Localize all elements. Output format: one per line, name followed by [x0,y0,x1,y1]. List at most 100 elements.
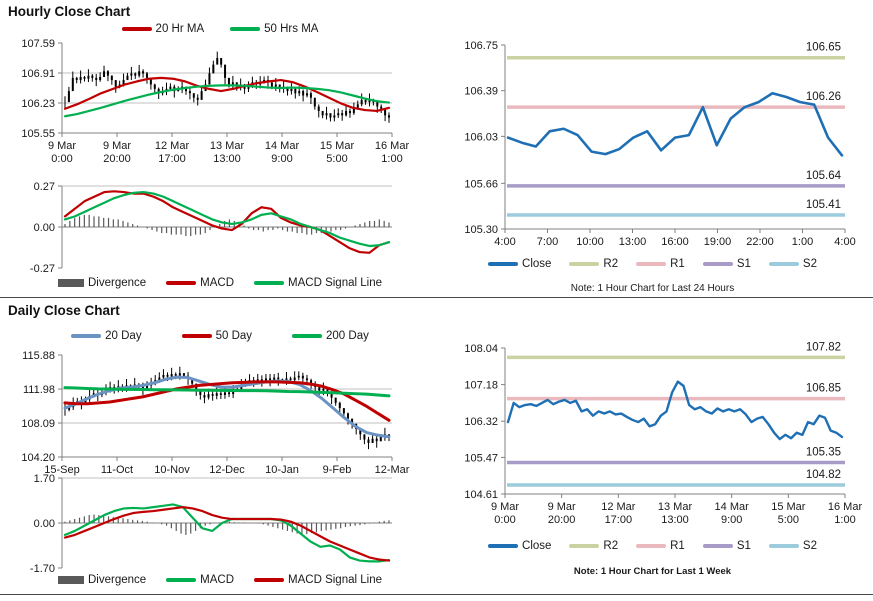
line-swatch-icon [181,334,212,338]
legend-item-close: Close [488,540,551,552]
legend-item-divergence: Divergence [57,574,147,586]
svg-text:-1.70: -1.70 [30,563,55,572]
line-swatch-icon [166,578,197,582]
line-swatch-icon [254,578,285,582]
bar-swatch-icon [57,279,84,287]
legend-label: 20 Hr MA [155,23,205,35]
line-swatch-icon [768,544,799,548]
legend-item-20day: 20 Day [71,330,142,342]
legend-item-r2: R2 [569,540,618,552]
daily-price-legend: 20 Day 50 Day 200 Day [8,330,432,342]
svg-text:106.39: 106.39 [464,86,498,98]
bottom-divider [0,594,873,595]
svg-text:106.65: 106.65 [806,42,841,54]
legend-label: 50 Day [215,330,253,342]
svg-text:107.18: 107.18 [464,380,498,392]
legend-item-s2: S2 [768,258,817,270]
daily-sr-note: Note: 1 Hour Chart for Last 1 Week [573,566,732,577]
legend-label: S1 [736,540,751,552]
daily-section-title: Daily Close Chart [8,303,120,318]
svg-text:13:00: 13:00 [661,514,689,526]
svg-text:105.41: 105.41 [806,199,841,211]
svg-text:7:00: 7:00 [537,236,558,248]
legend-label: S1 [736,258,751,270]
svg-text:106.03: 106.03 [464,131,498,143]
svg-text:10:00: 10:00 [576,236,604,248]
legend-item-r2: R2 [569,258,618,270]
section-divider [0,297,873,298]
legend-item-macd: MACD [166,277,234,289]
legend-item-50hr-ma: 50 Hrs MA [230,23,318,35]
svg-text:1:00: 1:00 [834,514,855,526]
svg-text:12-Mar: 12-Mar [375,464,410,476]
legend-label: Close [522,540,552,552]
svg-text:0.27: 0.27 [34,181,55,193]
svg-text:-0.27: -0.27 [30,263,55,275]
svg-text:105.35: 105.35 [806,447,841,459]
svg-text:10-Jan: 10-Jan [265,464,299,476]
daily-macd-legend: Divergence MACD MACD Signal Line [8,574,432,586]
svg-text:5:00: 5:00 [778,514,799,526]
hourly-macd-legend: Divergence MACD MACD Signal Line [8,277,432,289]
legend-label: MACD Signal Line [288,574,382,586]
svg-text:22:00: 22:00 [746,236,774,248]
svg-text:9 Mar: 9 Mar [548,501,576,513]
line-swatch-icon [569,544,600,548]
legend-item-20hr-ma: 20 Hr MA [121,23,205,35]
legend-label: Close [522,258,552,270]
svg-text:9 Mar: 9 Mar [491,501,519,513]
svg-text:111.98: 111.98 [23,384,55,396]
svg-text:12 Mar: 12 Mar [601,501,636,513]
svg-text:13 Mar: 13 Mar [658,501,693,513]
svg-text:9 Mar: 9 Mar [48,140,76,152]
line-swatch-icon [768,262,799,266]
svg-text:9:00: 9:00 [271,153,292,165]
legend-label: 200 Day [326,330,369,342]
svg-text:9-Feb: 9-Feb [323,464,352,476]
legend-label: Divergence [87,574,147,586]
line-swatch-icon [71,334,102,338]
legend-item-200day: 200 Day [292,330,369,342]
legend-item-r1: R1 [636,258,685,270]
bar-swatch-icon [57,576,84,584]
svg-text:1.70: 1.70 [34,473,55,485]
legend-label: MACD [200,277,235,289]
svg-text:1:00: 1:00 [792,236,813,248]
svg-text:15-Sep: 15-Sep [44,464,79,476]
svg-text:0:00: 0:00 [494,514,515,526]
svg-text:13 Mar: 13 Mar [210,140,245,152]
svg-text:15 Mar: 15 Mar [771,501,806,513]
legend-label: 20 Day [105,330,142,342]
svg-text:106.85: 106.85 [806,383,841,395]
legend-item-s2: S2 [768,540,817,552]
svg-text:108.04: 108.04 [464,343,498,355]
svg-text:20:00: 20:00 [103,153,131,165]
svg-text:12-Dec: 12-Dec [209,464,245,476]
svg-text:105.64: 105.64 [806,170,842,182]
svg-text:105.66: 105.66 [464,178,498,190]
svg-text:107.59: 107.59 [21,38,55,50]
svg-text:19:00: 19:00 [704,236,732,248]
svg-text:105.55: 105.55 [21,128,55,140]
legend-label: 50 Hrs MA [264,23,319,35]
svg-text:104.82: 104.82 [806,469,841,481]
line-swatch-icon [636,544,667,548]
svg-text:14 Mar: 14 Mar [715,501,750,513]
svg-text:0:00: 0:00 [51,153,72,165]
hourly-macd-chart: 0.27 0.00 -0.27 [30,181,392,275]
legend-label: S2 [802,258,817,270]
svg-text:115.88: 115.88 [22,350,55,362]
svg-text:106.23: 106.23 [21,98,55,110]
svg-text:104.61: 104.61 [464,489,498,501]
line-swatch-icon [569,262,600,266]
hourly-sr-legend: Close R2 R1 S1 S2 [440,258,865,270]
svg-text:17:00: 17:00 [605,514,633,526]
legend-item-s1: S1 [702,258,751,270]
svg-text:106.91: 106.91 [21,68,55,80]
line-swatch-icon [488,544,519,548]
svg-text:16:00: 16:00 [661,236,689,248]
legend-item-50day: 50 Day [181,330,253,342]
legend-label: R1 [670,258,685,270]
